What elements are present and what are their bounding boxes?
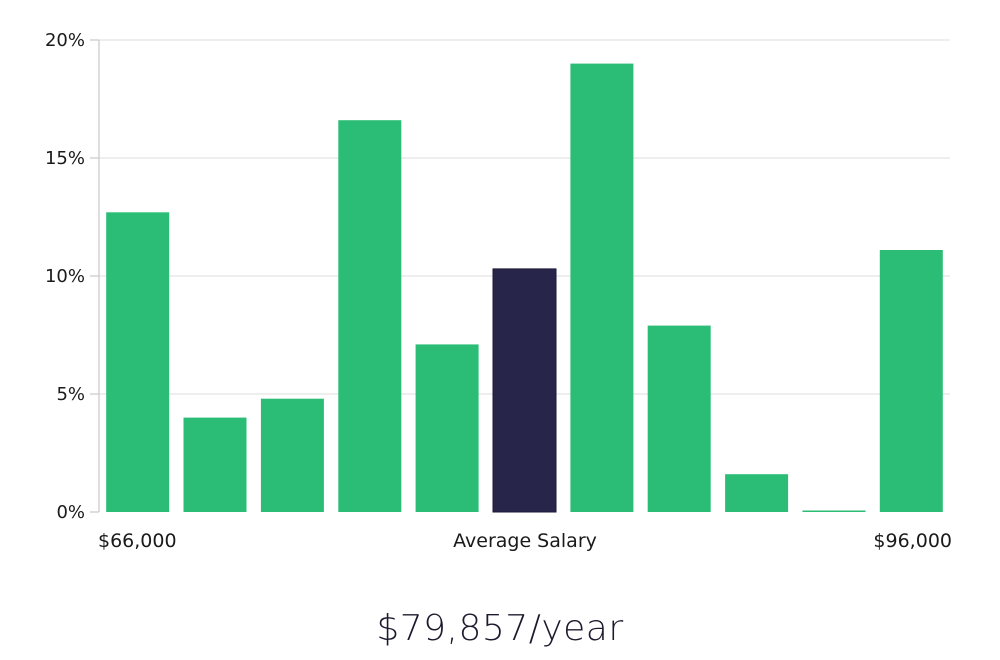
y-tick-label: 10%: [45, 266, 85, 287]
histogram-bar: [260, 398, 324, 512]
histogram-bar: [415, 344, 479, 512]
salary-histogram: 0% 5% 10% 15% 20% $66,000 Average Salary $96…: [45, 30, 952, 552]
y-tick-label: 20%: [45, 30, 85, 51]
y-tick-label: 5%: [56, 384, 85, 405]
y-axis-ticks: 0% 5% 10% 15% 20%: [45, 30, 99, 523]
x-end-label: $96,000: [873, 530, 952, 552]
histogram-bar: [879, 250, 943, 512]
histogram-bar: [725, 474, 789, 512]
histogram-bar-highlighted: [492, 268, 557, 513]
histogram-bar: [106, 212, 170, 513]
y-tick-label: 15%: [45, 148, 85, 169]
histogram-bar: [802, 510, 866, 512]
x-axis-title: Average Salary: [453, 530, 597, 552]
x-start-label: $66,000: [98, 530, 177, 552]
average-salary-value: $79,857/year: [376, 608, 624, 649]
y-tick-label: 0%: [56, 502, 85, 523]
histogram-bar: [570, 63, 634, 512]
histogram-bar: [647, 325, 711, 512]
histogram-bar: [338, 120, 402, 512]
bars: [106, 63, 943, 513]
histogram-bar: [183, 417, 247, 512]
